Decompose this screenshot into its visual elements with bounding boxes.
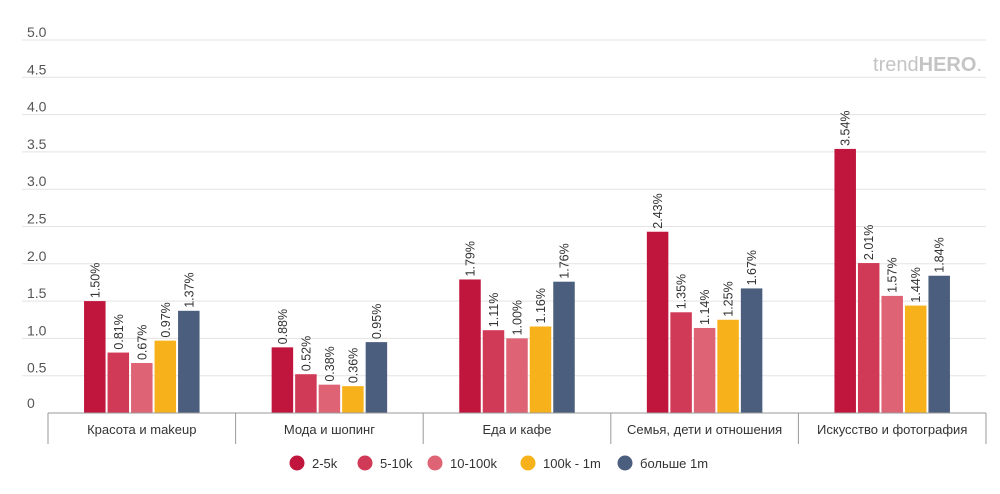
- data-label: 0.52%: [299, 336, 313, 371]
- y-tick-label: 4.0: [27, 99, 47, 115]
- y-tick-label: 1.5: [27, 285, 47, 301]
- data-label: 0.38%: [323, 346, 337, 381]
- category-label: Семья, дети и отношения: [627, 422, 782, 437]
- bar: [553, 281, 575, 413]
- bar: [459, 279, 481, 413]
- data-label: 2.43%: [651, 193, 665, 228]
- y-tick-label: 2.5: [27, 211, 47, 227]
- legend-label: 2-5k: [312, 456, 338, 471]
- bar: [318, 384, 341, 413]
- legend-swatch: [289, 455, 305, 471]
- data-label: 1.35%: [675, 274, 689, 309]
- y-axis-ticks: 5.0 4.5 4.0 3.5 3.0 2.5 2.0 1.5 1.0 0.5 0: [27, 24, 47, 411]
- bar: [107, 352, 130, 413]
- legend-swatch: [357, 455, 373, 471]
- bar: [646, 231, 669, 413]
- y-tick-label: 4.5: [27, 61, 47, 77]
- bar: [670, 312, 692, 413]
- bars: [84, 148, 950, 413]
- data-label: 1.76%: [558, 243, 572, 278]
- bar: [482, 330, 505, 413]
- data-label: 1.16%: [534, 288, 548, 323]
- data-label: 0.67%: [135, 325, 149, 360]
- data-label: 1.67%: [745, 250, 759, 285]
- bar: [904, 305, 927, 413]
- legend: 2-5k 5-10k 10-100k 100k - 1m больше 1m: [289, 455, 708, 471]
- bar: [834, 148, 856, 413]
- legend-swatch: [427, 455, 443, 471]
- bar: [271, 347, 294, 413]
- bar: [506, 338, 528, 413]
- legend-label: больше 1m: [640, 456, 708, 471]
- category-label: Еда и кафе: [482, 422, 551, 437]
- category-label: Искусство и фотография: [817, 422, 967, 437]
- data-label: 1.44%: [909, 267, 923, 302]
- bar: [131, 363, 153, 413]
- legend-swatch: [617, 455, 633, 471]
- category-label: Красота и makeup: [87, 422, 196, 437]
- data-label: 0.81%: [112, 314, 126, 349]
- bar: [178, 310, 200, 413]
- bar: [295, 374, 317, 413]
- data-label: 1.00%: [511, 300, 525, 335]
- y-tick-label: 3.5: [27, 136, 47, 152]
- data-label: 1.37%: [182, 272, 196, 307]
- data-label: 0.36%: [346, 348, 360, 383]
- bar: [529, 326, 552, 413]
- data-label: 1.79%: [464, 241, 478, 276]
- data-label: 1.11%: [487, 293, 501, 328]
- y-tick-label: 0.5: [27, 360, 47, 376]
- data-label: 3.54%: [839, 110, 853, 145]
- x-axis: Красота и makeup Мода и шопинг Еда и кафе С…: [47, 412, 987, 444]
- data-label: 1.14%: [698, 290, 712, 325]
- y-tick-label: 2.0: [27, 248, 47, 264]
- legend-label: 100k - 1m: [543, 456, 601, 471]
- legend-label: 10-100k: [450, 456, 497, 471]
- y-tick-label: 0: [27, 395, 35, 411]
- y-tick-label: 1.0: [27, 322, 47, 338]
- bar: [881, 295, 903, 413]
- data-label: 0.88%: [276, 309, 290, 344]
- bar: [693, 327, 716, 413]
- data-label: 2.01%: [862, 225, 876, 260]
- watermark-logo: trendHERO.: [873, 54, 982, 76]
- bar: [84, 301, 106, 413]
- y-tick-label: 3.0: [27, 173, 47, 189]
- bar: [857, 263, 880, 413]
- bar: [154, 340, 177, 413]
- legend-swatch: [520, 455, 536, 471]
- data-label: 1.25%: [722, 281, 736, 316]
- bar: [365, 342, 388, 413]
- legend-label: 5-10k: [380, 456, 413, 471]
- bar: [740, 288, 763, 413]
- data-labels: 1.50% 0.88% 1.79% 2.43% 3.54% 0.81% 0.52% 1.11%…: [88, 110, 946, 383]
- data-label: 0.95%: [370, 304, 384, 339]
- data-label: 1.57%: [886, 257, 900, 292]
- data-label: 1.50%: [88, 263, 102, 298]
- data-label: 1.84%: [933, 237, 947, 272]
- bar: [928, 275, 950, 413]
- category-label: Мода и шопинг: [284, 422, 375, 437]
- bar: [717, 319, 739, 413]
- y-tick-label: 5.0: [27, 24, 47, 40]
- data-label: 0.97%: [159, 302, 173, 337]
- bar: [342, 386, 364, 413]
